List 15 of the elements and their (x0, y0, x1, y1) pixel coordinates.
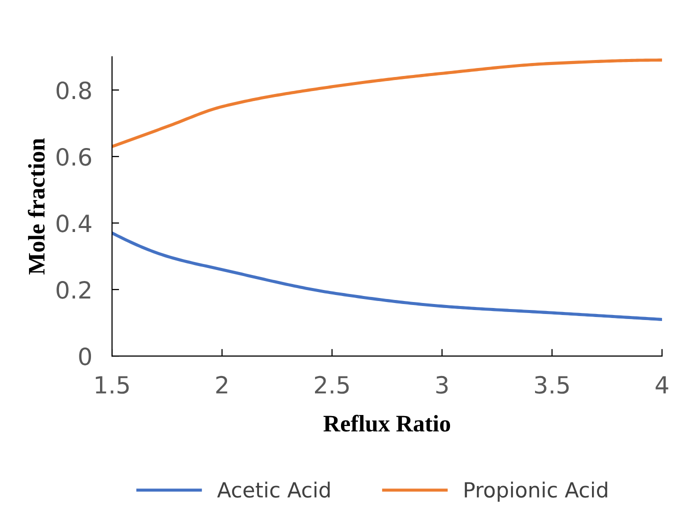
x-tick-label: 3 (436, 376, 448, 394)
y-tick-label: 0.8 (56, 81, 91, 100)
x-tick-label: 2.5 (314, 376, 349, 394)
x-tick-label: 3.5 (535, 376, 569, 394)
x-tick-label: 4 (656, 376, 668, 394)
y-tick-label: 0.2 (56, 280, 90, 299)
x-tick-label: 1.5 (96, 376, 129, 394)
y-axis-title: Mole fraction (28, 138, 45, 275)
x-axis-title: Reflux Ratio (323, 414, 450, 432)
y-tick-label: 0.4 (56, 214, 92, 232)
x-tick-label: 2 (216, 376, 228, 394)
legend-label: Propionic Acid (464, 482, 608, 502)
y-tick-label: 0 (79, 347, 92, 366)
legend-label: Acetic Acid (217, 482, 330, 498)
y-tick-label: 0.6 (56, 148, 92, 166)
